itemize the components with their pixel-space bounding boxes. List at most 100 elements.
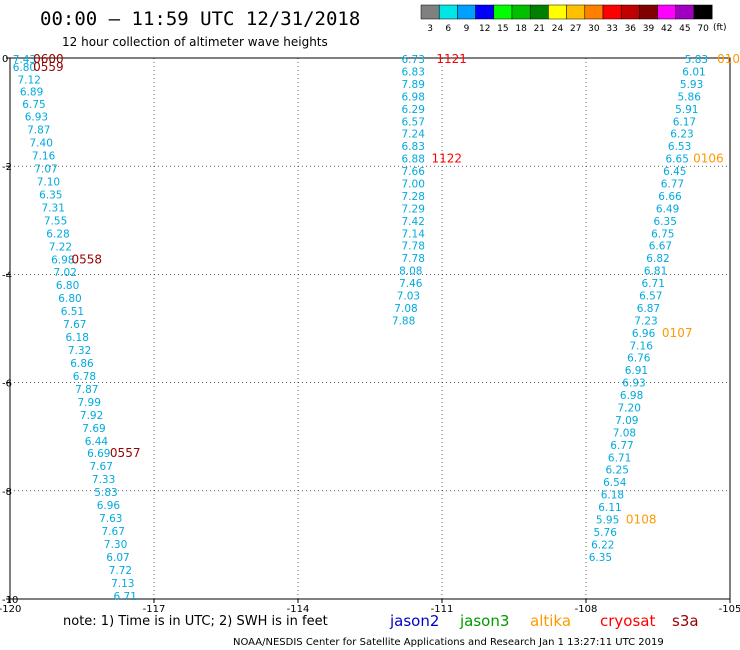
wave-height-value: 6.98 [51, 254, 74, 266]
wave-height-value: 6.28 [46, 228, 69, 240]
wave-height-value: 7.87 [27, 124, 50, 136]
wave-height-value: 6.67 [649, 241, 672, 253]
wave-height-value: 6.71 [642, 278, 665, 290]
wave-height-value: 6.75 [22, 99, 45, 111]
wave-height-value: 7.22 [49, 241, 72, 253]
legend-label: 33 [606, 24, 617, 34]
wave-height-value: 6.23 [670, 129, 693, 141]
legend-label: 15 [497, 24, 508, 34]
wave-height-value: 7.89 [402, 79, 425, 91]
wave-height-value: 7.42 [402, 216, 425, 228]
wave-height-value: 6.96 [97, 500, 121, 512]
wave-height-value: 8.08 [399, 266, 422, 278]
wave-height-value: 6.35 [589, 552, 612, 564]
legend-label: 3 [427, 24, 433, 34]
wave-height-value: 7.78 [402, 253, 425, 265]
wave-height-value: 7.08 [394, 303, 417, 315]
wave-height-value: 6.35 [654, 216, 677, 228]
wave-height-value: 7.23 [634, 315, 657, 327]
y-axis-ticks: 0 -2 -4 -6 -8 -10 [2, 54, 18, 606]
wave-height-value: 7.08 [613, 427, 636, 439]
wave-height-value: 7.12 [18, 75, 41, 87]
wave-height-value: 6.87 [637, 303, 660, 315]
legend-label: 12 [479, 24, 490, 34]
wave-height-value: 6.18 [601, 490, 624, 502]
legend-swatch [548, 4, 567, 20]
wave-height-value: 7.67 [102, 526, 125, 538]
x-tick-label: -114 [287, 604, 310, 615]
time-label: 0108 [626, 512, 657, 526]
legend-swatch [529, 4, 549, 20]
wave-height-value: 6.25 [606, 465, 629, 477]
y-tick-label: -6 [2, 379, 12, 390]
wave-height-value: 6.71 [608, 452, 631, 464]
wave-height-value: 6.89 [20, 87, 43, 99]
wave-height-value: 7.40 [30, 137, 53, 149]
legend-label: 24 [552, 24, 564, 34]
legend-label: 6 [445, 24, 451, 34]
wave-height-value: 7.00 [402, 179, 425, 191]
wave-height-value: 5.91 [675, 104, 698, 116]
wave-height-value: 7.29 [402, 203, 425, 215]
wave-height-value: 6.75 [651, 228, 674, 240]
wave-height-value: 6.96 [632, 328, 656, 340]
wave-height-value: 6.53 [668, 141, 691, 153]
wave-height-value: 7.69 [82, 423, 105, 435]
wave-height-value: 7.92 [80, 410, 103, 422]
legend-swatch [584, 4, 604, 20]
wave-height-value: 6.83 [402, 141, 425, 153]
y-tick-label: -10 [2, 595, 18, 606]
wave-height-value: 6.57 [402, 116, 425, 128]
wave-height-value: 7.63 [99, 513, 122, 525]
legend-swatch [493, 4, 513, 20]
track-3: 5.836.015.935.865.916.176.236.536.656.45… [589, 52, 740, 564]
time-label: 0559 [33, 60, 64, 74]
wave-height-value: 7.67 [90, 461, 113, 473]
legend-swatch [602, 4, 622, 20]
wave-height-value: 7.30 [104, 539, 127, 551]
wave-height-value: 6.86 [70, 358, 94, 370]
wave-height-value: 6.11 [598, 502, 621, 514]
chart-subtitle: 12 hour collection of altimeter wave hei… [62, 35, 328, 49]
wave-height-value: 7.03 [397, 290, 420, 302]
time-label: 0600 [33, 52, 64, 66]
legend-swatch [566, 4, 586, 20]
wave-height-value: 7.33 [92, 474, 115, 486]
wave-height-value: 7.07 [34, 163, 57, 175]
wave-height-value: 7.72 [109, 565, 132, 577]
wave-height-value: 6.66 [658, 191, 682, 203]
wave-height-value: 7.32 [68, 345, 91, 357]
x-tick-label: -108 [575, 604, 598, 615]
wave-height-value: 7.55 [44, 215, 67, 227]
wave-height-value: 5.93 [680, 79, 703, 91]
wave-height-value: 6.80 [13, 62, 36, 74]
wave-height-value: 6.22 [591, 539, 614, 551]
wave-height-value: 6.78 [73, 371, 96, 383]
legend-label: 70 [697, 24, 709, 34]
wave-height-value: 7.09 [615, 415, 638, 427]
x-tick-label: -111 [431, 604, 454, 615]
wave-height-value: 6.07 [106, 552, 129, 564]
footer-credit: NOAA/NESDIS Center for Satellite Applica… [233, 637, 664, 648]
satellite-legend: jason2 jason3 altika cryosat s3a [389, 612, 699, 630]
wave-height-value: 7.88 [392, 315, 415, 327]
wave-height-value: 6.73 [402, 54, 425, 66]
time-label: 1121 [436, 52, 467, 66]
wave-height-value: 6.01 [682, 67, 705, 79]
chart-title: 00:00 – 11:59 UTC 12/31/2018 [40, 8, 360, 30]
wave-height-value: 6.18 [66, 332, 89, 344]
wave-height-value: 7.28 [402, 191, 425, 203]
wave-height-value: 6.65 [666, 154, 689, 166]
wave-height-value: 7.10 [37, 176, 60, 188]
legend-swatch [457, 4, 476, 20]
wave-height-value: 6.80 [58, 293, 81, 305]
wave-height-value: 7.43 [13, 54, 36, 66]
wave-height-value: 5.83 [94, 487, 117, 499]
wave-height-value: 6.88 [402, 154, 425, 166]
x-tick-label: -105 [719, 604, 740, 615]
wave-height-value: 7.02 [54, 267, 77, 279]
y-tick-label: 0 [2, 54, 8, 65]
legend-label: 39 [643, 24, 655, 34]
satellite-s3a: s3a [672, 612, 699, 630]
